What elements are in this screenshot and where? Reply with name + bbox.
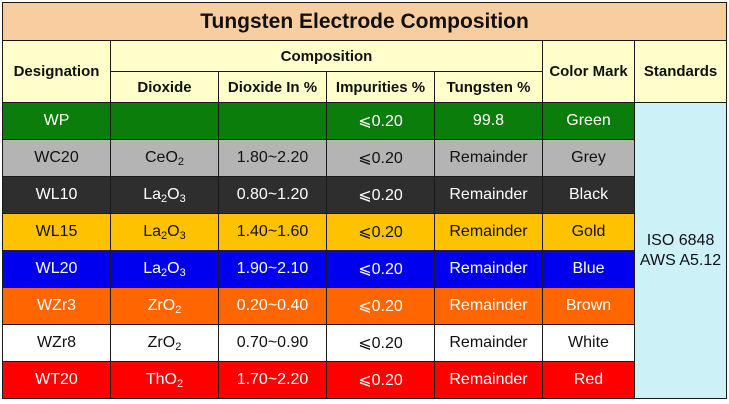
cell-dioxide-pct: 0.70~0.90 (218, 324, 327, 362)
cell-impurities: ⩽0.20 (326, 250, 435, 288)
cell-dioxide: ZrO2 (110, 287, 219, 325)
cell-designation: WL20 (2, 250, 111, 288)
cell-color-mark: Red (542, 361, 635, 399)
cell-impurities: ⩽0.20 (326, 213, 435, 251)
cell-color-mark: Green (542, 102, 635, 140)
cell-dioxide (110, 102, 219, 140)
cell-dioxide-pct: 1.40~1.60 (218, 213, 327, 251)
cell-dioxide: ZrO2 (110, 324, 219, 362)
table-row: WZr3 ZrO2 0.20~0.40 ⩽0.20 Remainder Brow… (2, 287, 727, 325)
cell-impurities: ⩽0.20 (326, 139, 435, 177)
cell-color-mark: Blue (542, 250, 635, 288)
table-row: WL10 La2O3 0.80~1.20 ⩽0.20 Remainder Bla… (2, 176, 727, 214)
cell-color-mark: Brown (542, 287, 635, 325)
cell-tungsten: 99.8 (434, 102, 543, 140)
composition-table: Tungsten Electrode Composition Designati… (1, 2, 728, 399)
cell-color-mark: Grey (542, 139, 635, 177)
table-row: WL15 La2O3 1.40~1.60 ⩽0.20 Remainder Gol… (2, 213, 727, 251)
cell-impurities: ⩽0.20 (326, 102, 435, 140)
cell-color-mark: White (542, 324, 635, 362)
header-standards: Standards (633, 40, 728, 103)
table-row: WT20 ThO2 1.70~2.20 ⩽0.20 Remainder Red (2, 361, 727, 399)
cell-color-mark: Gold (542, 213, 635, 251)
cell-impurities: ⩽0.20 (326, 361, 435, 399)
standard-iso: ISO 6848 (646, 231, 715, 249)
cell-dioxide-pct: 0.80~1.20 (218, 176, 327, 214)
cell-designation: WL10 (2, 176, 111, 214)
cell-tungsten: Remainder (434, 213, 543, 251)
cell-dioxide: La2O3 (110, 213, 219, 251)
table-title: Tungsten Electrode Composition (1, 2, 728, 41)
cell-designation: WC20 (2, 139, 111, 177)
cell-standards: ISO 6848 AWS A5.12 (633, 102, 728, 399)
cell-dioxide-pct (218, 102, 327, 140)
cell-dioxide: CeO2 (110, 139, 219, 177)
cell-dioxide: La2O3 (110, 250, 219, 288)
cell-dioxide-pct: 1.80~2.20 (218, 139, 327, 177)
header-tungsten: Tungsten % (434, 71, 543, 103)
cell-tungsten: Remainder (434, 361, 543, 399)
cell-impurities: ⩽0.20 (326, 324, 435, 362)
table-row: WC20 CeO2 1.80~2.20 ⩽0.20 Remainder Grey (2, 139, 727, 177)
header-color-mark: Color Mark (542, 40, 635, 103)
cell-impurities: ⩽0.20 (326, 176, 435, 214)
header-composition: Composition (110, 40, 543, 72)
table-row: WZr8 ZrO2 0.70~0.90 ⩽0.20 Remainder Whit… (2, 324, 727, 362)
table-row: WP ⩽0.20 99.8 Green ISO 6848 AWS A5.12 (2, 102, 728, 399)
standard-aws: AWS A5.12 (639, 251, 722, 269)
cell-color-mark: Black (542, 176, 635, 214)
header-designation: Designation (2, 40, 111, 103)
cell-designation: WL15 (2, 213, 111, 251)
cell-tungsten: Remainder (434, 287, 543, 325)
cell-dioxide: La2O3 (110, 176, 219, 214)
cell-tungsten: Remainder (434, 324, 543, 362)
cell-designation: WT20 (2, 361, 111, 399)
cell-tungsten: Remainder (434, 176, 543, 214)
cell-dioxide-pct: 1.70~2.20 (218, 361, 327, 399)
cell-dioxide-pct: 1.90~2.10 (218, 250, 327, 288)
header-dioxide: Dioxide (110, 71, 219, 103)
cell-tungsten: Remainder (434, 250, 543, 288)
cell-impurities: ⩽0.20 (326, 287, 435, 325)
cell-designation: WZr8 (2, 324, 111, 362)
table-row: WL20 La2O3 1.90~2.10 ⩽0.20 Remainder Blu… (2, 250, 727, 288)
header-impurities: Impurities % (326, 71, 435, 103)
cell-designation: WP (2, 102, 111, 140)
cell-designation: WZr3 (2, 287, 111, 325)
cell-dioxide-pct: 0.20~0.40 (218, 287, 327, 325)
cell-dioxide: ThO2 (110, 361, 219, 399)
cell-tungsten: Remainder (434, 139, 543, 177)
header-dioxide-pct: Dioxide In % (218, 71, 327, 103)
